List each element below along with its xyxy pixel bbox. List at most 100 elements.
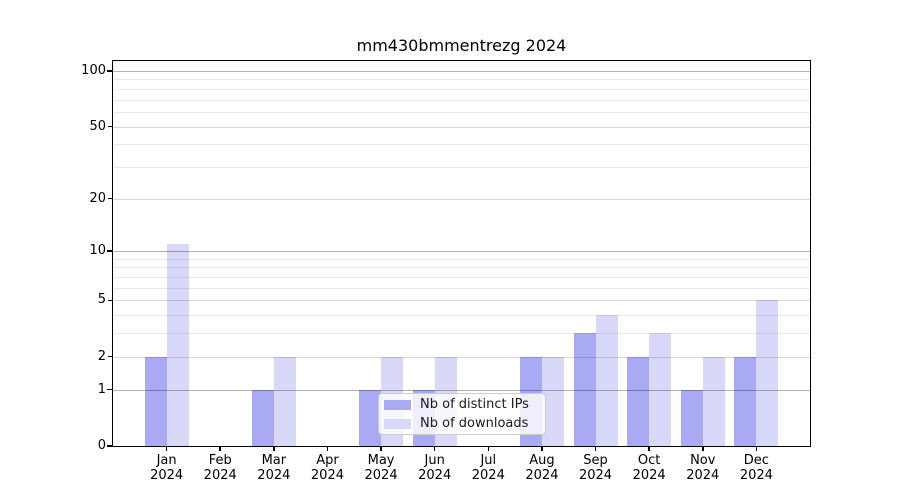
legend-item-downloads: Nb of downloads (384, 414, 545, 433)
gridline-minor-3 (113, 333, 810, 335)
x-tick-mark-sep (594, 446, 597, 451)
gridline-minor-9 (113, 258, 810, 260)
bar-mar-downloads (273, 356, 296, 446)
x-tick-label-jul: Jul 2024 (448, 453, 528, 483)
gridline-minor-40 (113, 144, 810, 146)
legend-label-downloads: Nb of downloads (420, 416, 529, 431)
y-tick-label-100: 100 (81, 62, 106, 78)
x-tick-mark-dec (755, 446, 758, 451)
y-tick-mark-10 (106, 250, 112, 252)
x-tick-label-feb: Feb 2024 (180, 453, 260, 483)
x-tick-label-mar: Mar 2024 (234, 453, 314, 483)
bar-nov-distinct-ips (680, 389, 703, 446)
gridline-minor-70 (113, 99, 810, 101)
y-tick-mark-50 (108, 125, 112, 128)
bar-mar-distinct-ips (251, 389, 274, 446)
y-tick-label-10: 10 (89, 243, 106, 259)
y-tick-mark-5 (108, 299, 112, 302)
legend: Nb of distinct IPs Nb of downloads (378, 393, 546, 435)
gridline-1 (113, 389, 810, 391)
x-tick-label-oct: Oct 2024 (609, 453, 689, 483)
x-tick-month: Nov (690, 453, 716, 468)
bar-jan-distinct-ips (144, 356, 167, 446)
y-tick-label-0: 0 (97, 438, 106, 453)
gridline-minor-30 (113, 166, 810, 168)
x-tick-month: Feb (208, 453, 232, 468)
gridline-10 (113, 251, 810, 253)
gridline-minor-7 (113, 277, 810, 279)
x-tick-label-apr: Apr 2024 (287, 453, 367, 483)
gridline-2 (113, 356, 810, 358)
x-tick-month: Dec (743, 453, 769, 468)
legend-item-distinct-ips: Nb of distinct IPs (384, 395, 545, 414)
bar-aug-downloads (541, 356, 564, 446)
x-tick-year: 2024 (525, 468, 559, 483)
y-tick-label-2: 2 (97, 348, 106, 364)
x-tick-year: 2024 (739, 468, 773, 483)
legend-swatch-distinct-ips (384, 399, 411, 410)
x-tick-label-sep: Sep 2024 (556, 453, 636, 483)
x-tick-year: 2024 (578, 468, 613, 483)
x-tick-month: Mar (261, 453, 287, 468)
x-tick-year: 2024 (632, 468, 666, 483)
x-tick-label-may: May 2024 (341, 453, 421, 483)
x-tick-year: 2024 (257, 468, 291, 483)
bar-nov-downloads (702, 356, 725, 446)
x-tick-year: 2024 (471, 468, 505, 483)
bar-dec-downloads (756, 300, 779, 446)
gridline-5 (113, 300, 810, 302)
y-tick-mark-1 (106, 388, 112, 391)
x-tick-month: Aug (529, 453, 555, 468)
x-tick-year: 2024 (310, 468, 344, 483)
x-tick-mark-mar (273, 446, 275, 451)
bar-sep-downloads (595, 315, 618, 446)
x-tick-label-aug: Aug 2024 (502, 453, 582, 483)
y-tick-label-1: 1 (97, 381, 106, 397)
gridline-minor-60 (113, 111, 810, 113)
y-tick-mark-100 (106, 70, 112, 72)
gridline-50 (113, 126, 810, 128)
x-tick-month: Apr (316, 453, 339, 468)
x-tick-month: May (367, 453, 395, 468)
gridline-minor-80 (113, 88, 810, 90)
x-tick-month: Sep (583, 453, 608, 468)
x-tick-month: Jan (156, 453, 177, 468)
x-tick-month: Jun (424, 453, 445, 468)
bar-may-distinct-ips (359, 389, 382, 446)
bar-sep-distinct-ips (573, 333, 596, 446)
x-tick-year: 2024 (686, 468, 720, 483)
gridline-minor-4 (113, 315, 810, 317)
chart-title: mm430bmmentrezg 2024 (356, 36, 567, 55)
x-tick-mark-apr (326, 446, 329, 451)
x-tick-mark-oct (648, 446, 650, 451)
x-tick-month: Oct (637, 453, 661, 468)
x-tick-mark-may (380, 446, 382, 451)
y-tick-label-5: 5 (97, 292, 106, 308)
gridline-minor-6 (113, 287, 810, 289)
y-tick-label-20: 20 (89, 190, 106, 206)
gridline-minor-90 (113, 79, 810, 81)
x-tick-label-jan: Jan 2024 (127, 453, 207, 483)
y-tick-mark-20 (108, 197, 112, 200)
x-tick-year: 2024 (203, 468, 237, 483)
y-tick-mark-2 (108, 355, 112, 358)
bar-oct-downloads (649, 333, 672, 446)
plot-area (113, 61, 810, 446)
legend-label-distinct-ips: Nb of distinct IPs (420, 397, 529, 412)
legend-swatch-downloads (384, 418, 411, 429)
gridline-100 (113, 70, 810, 72)
bar-oct-distinct-ips (627, 356, 650, 446)
x-tick-mark-jan (165, 446, 168, 451)
bar-jan-downloads (166, 244, 189, 446)
y-tick-mark-0 (106, 445, 112, 447)
x-tick-month: Jul (480, 453, 497, 468)
x-tick-mark-jul (487, 446, 490, 451)
x-tick-label-nov: Nov 2024 (663, 453, 743, 483)
y-tick-label-50: 50 (89, 118, 106, 134)
x-tick-mark-feb (219, 446, 221, 451)
x-tick-label-dec: Dec 2024 (716, 453, 796, 483)
x-tick-year: 2024 (364, 468, 398, 483)
gridline-20 (113, 198, 810, 200)
x-tick-mark-nov (702, 446, 704, 451)
